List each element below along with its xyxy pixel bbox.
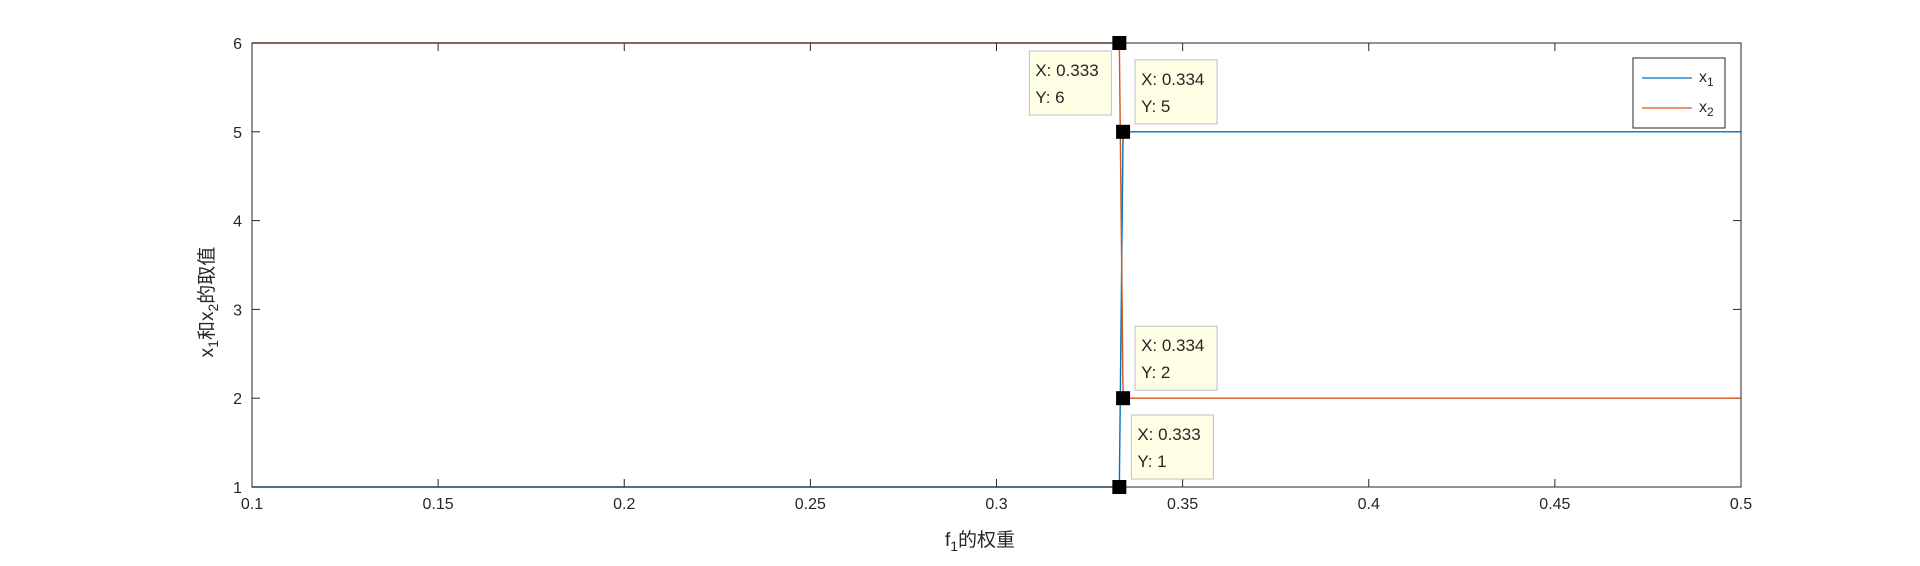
y-tick-label: 3 — [233, 302, 242, 319]
x-axis-label: f1的权重 — [945, 529, 1015, 554]
datatip-x-label: X: 0.333 — [1137, 425, 1200, 444]
datatip-box — [1134, 59, 1218, 125]
x-axis-label-sub: 1 — [950, 538, 958, 554]
datatip-marker — [1112, 36, 1127, 50]
y-axis-label-part3: 的取值 — [196, 247, 218, 304]
x-axis-label-base: f — [945, 530, 951, 551]
y-tick-label: 4 — [233, 214, 242, 231]
x-axis-label-rest: 的权重 — [958, 529, 1015, 551]
x-tick-label: 0.35 — [1167, 496, 1198, 513]
y-tick-label: 6 — [233, 36, 242, 53]
datatip-x-label: X: 0.334 — [1141, 70, 1204, 89]
y-axis-label-sub1: 1 — [205, 340, 221, 348]
y-axis-label: x1和x2的取值 — [196, 247, 221, 358]
y-tick-label: 1 — [233, 480, 242, 497]
legend-box — [1632, 57, 1726, 129]
legend-label-x2-sub: 2 — [1707, 105, 1714, 119]
y-axis-label-part1: x — [197, 347, 218, 357]
datatip-box — [1028, 50, 1112, 116]
plot-area: 0.1 0.15 0.2 0.25 0.3 0.35 0.4 0.45 0.5 1 2 3 4 5 6 X: … — [233, 36, 1752, 513]
legend-label-x1-sub: 1 — [1707, 75, 1714, 89]
x-tick-label: 0.5 — [1730, 496, 1752, 513]
legend-label-x2: x2 — [1699, 99, 1714, 119]
datatip-x-label: X: 0.333 — [1035, 61, 1098, 80]
datatip-box — [1134, 325, 1218, 391]
datatip-box — [1130, 414, 1214, 480]
datatip-marker — [1116, 391, 1131, 406]
legend-label-x1-base: x — [1699, 69, 1707, 86]
datatip-x-label: X: 0.334 — [1141, 336, 1204, 355]
datatip-marker — [1116, 124, 1131, 139]
x-tick-label: 0.1 — [241, 496, 263, 513]
x-tick-label: 0.4 — [1358, 496, 1380, 513]
x-tick-label: 0.45 — [1539, 496, 1570, 513]
y-tick-label: 5 — [233, 125, 242, 142]
y-axis-label-part2: 和x — [196, 311, 218, 340]
datatip-marker — [1112, 480, 1127, 494]
axes-box — [251, 42, 1742, 488]
legend-label-x1: x1 — [1699, 69, 1714, 89]
legend: x1 x2 — [1632, 57, 1726, 129]
datatip-y-label: Y: 5 — [1141, 97, 1170, 116]
datatip-y-label: Y: 6 — [1035, 88, 1064, 107]
datatip-y-label: Y: 2 — [1141, 363, 1170, 382]
x-tick-label: 0.25 — [795, 496, 826, 513]
x-tick-label: 0.3 — [985, 496, 1007, 513]
legend-label-x2-base: x — [1699, 99, 1707, 116]
y-axis-label-sub2: 2 — [205, 304, 221, 312]
y-tick-label: 2 — [233, 391, 242, 408]
x-tick-label: 0.15 — [423, 496, 454, 513]
datatip-y-label: Y: 1 — [1137, 452, 1166, 471]
x-tick-label: 0.2 — [613, 496, 635, 513]
